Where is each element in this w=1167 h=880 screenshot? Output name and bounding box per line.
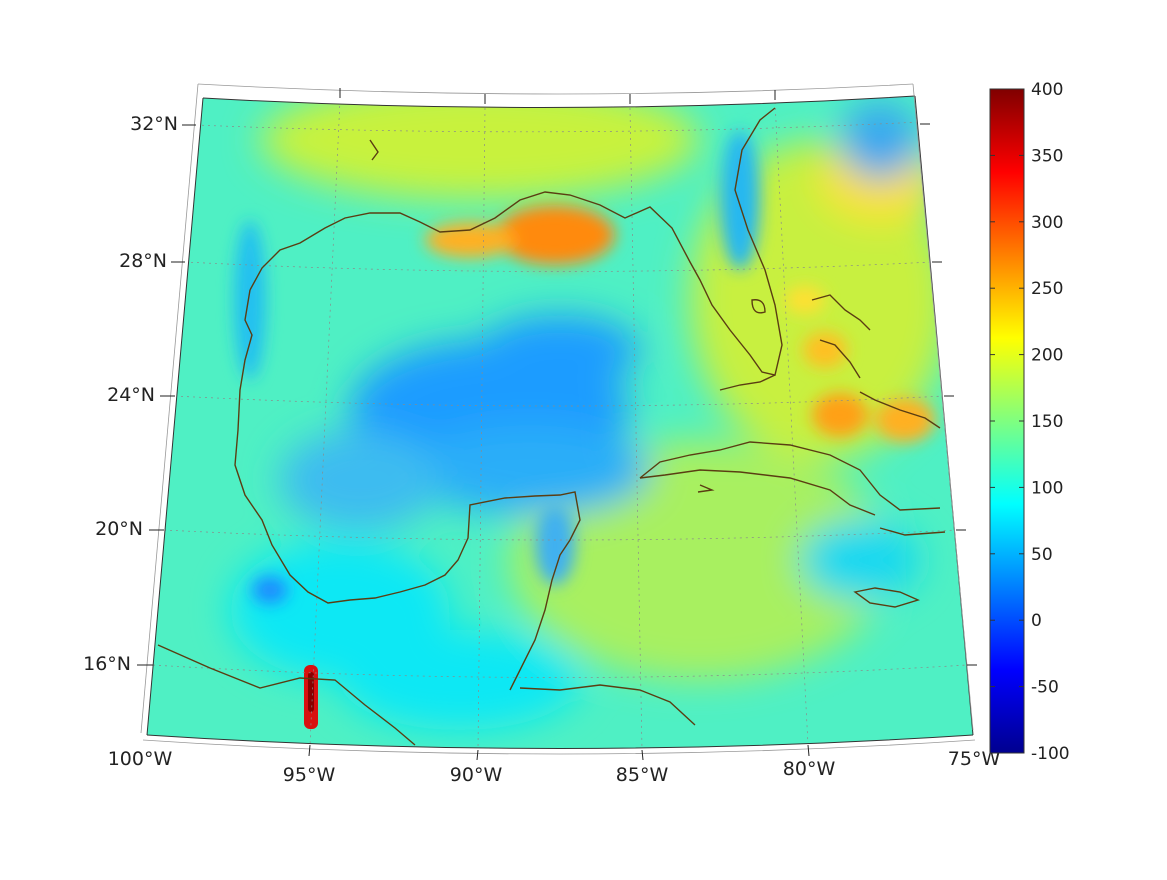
map-field (147, 96, 973, 749)
colorbar-gradient (989, 88, 1025, 754)
lon-label-80w: 80°W (783, 758, 836, 780)
colorbar-tick-label: -50 (1031, 678, 1059, 698)
colorbar-tick-label: 250 (1031, 279, 1063, 299)
graticule (152, 99, 968, 749)
lat-labels: 32°N 28°N 24°N 20°N 16°N (83, 113, 178, 675)
lon-label-95w: 95°W (283, 764, 336, 786)
tick-marks (137, 88, 977, 761)
colorbar: 400 350 300 250 200 150 100 50 0 -50 -100 (989, 80, 1070, 764)
colorbar-tick-label: -100 (1031, 744, 1070, 764)
map-frame (140, 83, 976, 755)
lat-label-16n: 16°N (83, 653, 131, 675)
colorbar-tick-label: 200 (1031, 346, 1063, 366)
colorbar-tick-label: 350 (1031, 146, 1063, 166)
lat-label-32n: 32°N (130, 113, 178, 135)
lat-label-20n: 20°N (95, 518, 143, 540)
colorbar-tick-label: 300 (1031, 213, 1063, 233)
lon-labels: 100°W 95°W 90°W 85°W 80°W 75°W (108, 748, 1001, 786)
lat-label-28n: 28°N (119, 250, 167, 272)
coastline (157, 107, 946, 746)
colorbar-tick-label: 0 (1031, 611, 1042, 631)
colorbar-tick-label: 50 (1031, 545, 1053, 565)
colorbar-tick-label: 150 (1031, 412, 1063, 432)
lon-label-85w: 85°W (616, 764, 669, 786)
colorbar-tick-label: 100 (1031, 478, 1063, 498)
lon-label-100w: 100°W (108, 748, 173, 770)
lon-label-75w: 75°W (948, 748, 1001, 770)
lat-label-24n: 24°N (107, 384, 155, 406)
lon-label-90w: 90°W (450, 764, 503, 786)
colorbar-tick-label: 400 (1031, 80, 1063, 100)
